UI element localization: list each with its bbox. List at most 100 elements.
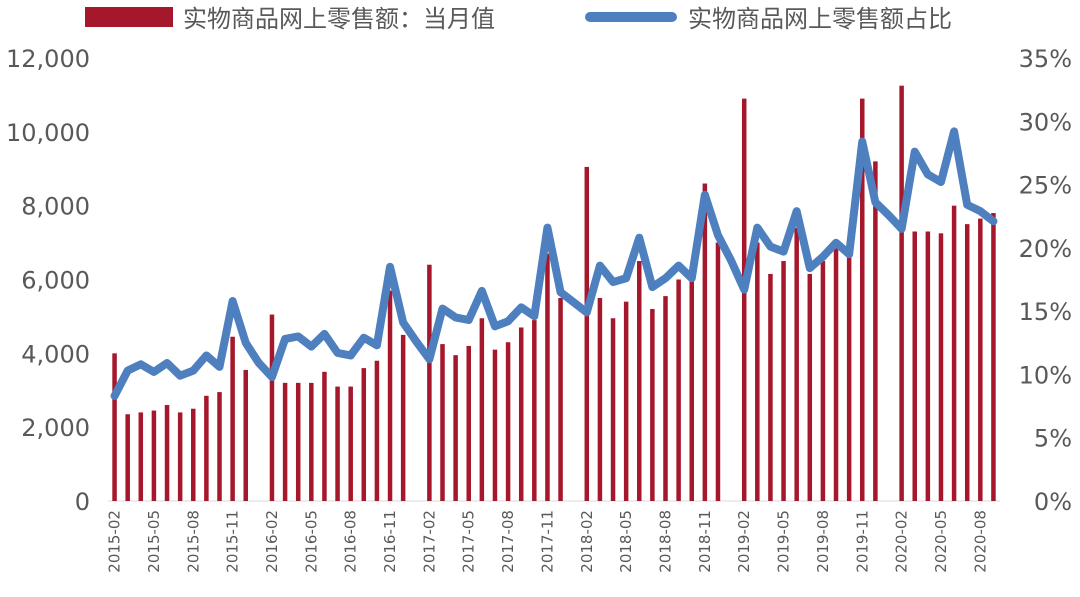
- bar-2015-09: [204, 395, 209, 501]
- share-point-2019-09: [835, 241, 838, 244]
- share-point-2020-06: [953, 130, 956, 133]
- bar-2016-02: [269, 314, 275, 501]
- bar-2017-03: [440, 344, 445, 501]
- bar-2017-02: [427, 264, 432, 501]
- share-point-2015-09: [205, 354, 208, 357]
- x-tick-label: 2017-08: [499, 510, 517, 573]
- line-series-layer: [110, 127, 998, 400]
- share-point-2019-04: [769, 245, 772, 248]
- share-point-2015-12: [244, 341, 247, 344]
- right-tick-label: 10%: [1019, 361, 1072, 389]
- x-tick-label: 2016-11: [381, 510, 399, 573]
- bar-2015-11: [230, 336, 235, 501]
- share-point-2019-08: [821, 255, 824, 258]
- share-point-2016-03: [284, 337, 287, 340]
- bar-2019-08: [820, 261, 826, 501]
- legend-bar-swatch: [85, 7, 173, 27]
- share-point-2019-07: [808, 267, 811, 270]
- share-line: [110, 127, 998, 400]
- bar-2020-08: [978, 218, 983, 501]
- bar-2019-11: [860, 98, 865, 502]
- bar-2020-07: [964, 224, 970, 502]
- share-point-2017-09: [520, 306, 523, 309]
- x-tick-label: 2018-08: [657, 510, 675, 573]
- bar-2016-06: [322, 371, 327, 501]
- bar-2015-10: [217, 392, 222, 501]
- bar-2017-11: [545, 253, 550, 501]
- bar-2016-04: [295, 382, 301, 501]
- bar-2018-03: [597, 297, 603, 501]
- share-point-2016-08: [349, 354, 352, 357]
- share-point-2020-09: [992, 220, 995, 223]
- share-point-2015-05: [152, 370, 155, 373]
- right-tick-label: 5%: [1034, 425, 1072, 453]
- x-tick-label: 2019-02: [735, 510, 753, 573]
- bar-2020-03: [912, 231, 917, 501]
- bar-2019-09: [833, 248, 839, 501]
- bar-2017-07: [492, 349, 498, 501]
- left-tick-label: 12,000: [6, 45, 90, 73]
- share-point-2017-05: [467, 319, 470, 321]
- share-point-2016-10: [375, 344, 378, 347]
- bar-2018-06: [637, 261, 642, 501]
- x-tick-label: 2016-08: [342, 510, 360, 573]
- share-point-2020-07: [966, 203, 969, 206]
- bar-2020-04: [925, 231, 931, 501]
- x-tick-label: 2018-11: [696, 510, 714, 573]
- x-tick-label: 2018-02: [578, 510, 596, 573]
- x-tick-label: 2017-05: [460, 510, 478, 573]
- share-point-2019-01: [730, 259, 733, 262]
- share-point-2016-02: [270, 375, 273, 378]
- share-point-2015-06: [166, 362, 169, 365]
- left-tick-label: 8,000: [21, 193, 90, 221]
- bar-2017-06: [479, 318, 485, 501]
- share-point-2017-04: [454, 316, 457, 319]
- x-tick-label: 2020-05: [932, 510, 950, 573]
- share-point-2015-04: [139, 363, 142, 366]
- share-point-2020-08: [979, 210, 982, 213]
- right-tick-label: 15%: [1019, 298, 1072, 326]
- bar-2016-10: [374, 360, 380, 501]
- bar-2016-11: [387, 290, 393, 501]
- bar-series: [112, 85, 996, 502]
- bar-2015-05: [151, 410, 157, 501]
- bar-2019-03: [755, 242, 760, 501]
- share-point-2017-08: [507, 320, 510, 323]
- x-tick-label: 2015-11: [224, 510, 242, 573]
- share-point-2018-12: [716, 234, 719, 237]
- bar-2016-12: [400, 334, 406, 502]
- legend: 实物商品网上零售额：当月值 实物商品网上零售额占比: [85, 5, 952, 33]
- share-point-2018-05: [625, 277, 628, 280]
- share-point-2015-03: [126, 369, 129, 372]
- x-tick-label: 2019-08: [814, 510, 832, 573]
- bar-2016-05: [309, 382, 314, 501]
- bar-2016-07: [335, 386, 340, 501]
- share-point-2015-11: [231, 300, 234, 303]
- bar-2018-10: [689, 266, 694, 501]
- bar-2018-08: [663, 296, 668, 501]
- bar-2016-09: [361, 368, 367, 501]
- x-tick-label: 2015-02: [106, 510, 124, 573]
- bar-2018-12: [715, 242, 721, 501]
- share-point-2016-11: [389, 265, 392, 268]
- bar-2015-02: [112, 353, 117, 501]
- share-point-2018-06: [638, 236, 641, 239]
- share-point-2016-09: [362, 336, 365, 339]
- x-tick-label: 2017-11: [538, 510, 556, 573]
- bar-2018-02: [584, 166, 590, 501]
- share-point-2020-01: [887, 213, 890, 216]
- bar-2017-08: [505, 342, 511, 501]
- share-point-2017-11: [546, 226, 549, 229]
- share-point-2018-11: [703, 193, 706, 196]
- bar-2015-12: [243, 369, 248, 501]
- right-tick-label: 30%: [1019, 108, 1072, 136]
- bar-2016-08: [348, 386, 353, 501]
- bar-2015-07: [177, 412, 183, 501]
- share-point-2017-12: [559, 291, 562, 294]
- share-point-2018-09: [677, 264, 680, 267]
- bar-2020-02: [899, 85, 904, 501]
- bar-2018-04: [610, 318, 616, 501]
- share-point-2016-06: [323, 332, 326, 335]
- share-point-2017-06: [480, 289, 483, 292]
